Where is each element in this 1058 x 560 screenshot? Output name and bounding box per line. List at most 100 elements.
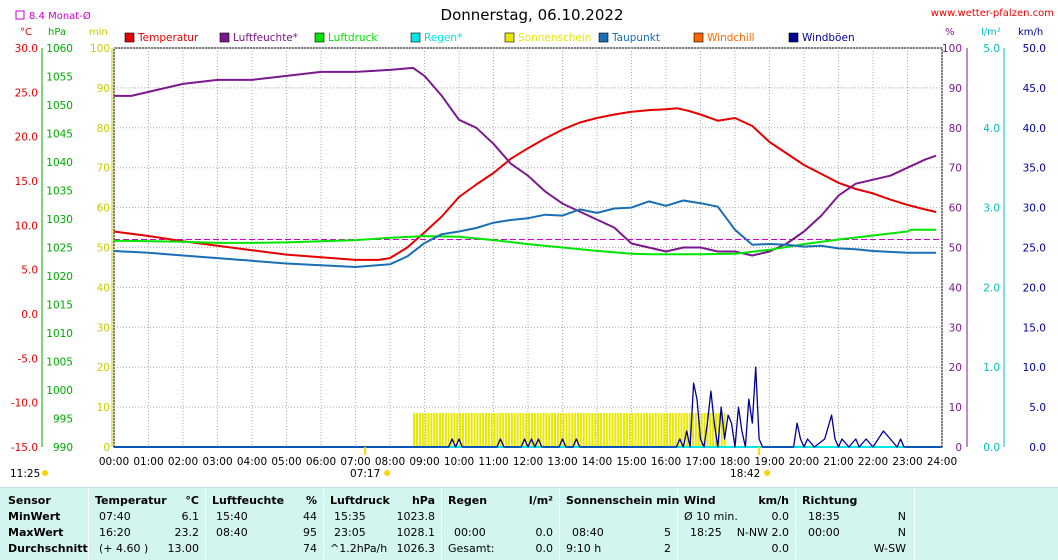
press-avg-trend: ^1.2hPa/h <box>330 542 388 555</box>
sunshine-bar <box>450 413 453 447</box>
sunshine-bar <box>551 413 554 447</box>
sunshine-bar <box>576 413 579 447</box>
sunshine-bar <box>663 413 666 447</box>
sunshine-bar <box>651 413 654 447</box>
legend-swatch <box>410 32 421 43</box>
wind-max-time: 18:25 <box>690 526 722 539</box>
y-tick-temp: 5.0 <box>21 265 38 277</box>
sunshine-bar <box>608 413 611 447</box>
y-tick-temp: 10.0 <box>15 220 38 232</box>
sunshine-bar <box>461 413 464 447</box>
y-tick-humidity: 80 <box>949 123 962 135</box>
y-tick-wind: 0.0 <box>1029 442 1046 454</box>
col-sensor: Sensor MinWert MaxWert Durchschnitt <box>0 488 89 560</box>
x-tick-label: 04:00 <box>237 456 267 468</box>
x-tick-label: 19:00 <box>754 456 784 468</box>
left-time-label: 11:25 <box>10 468 40 480</box>
sunshine-bar <box>703 413 706 447</box>
sunshine-bar <box>459 413 462 447</box>
y-tick-wind: 30.0 <box>1023 203 1046 215</box>
sunshine-bar <box>413 413 416 447</box>
monat-avg-marker-icon <box>15 10 25 20</box>
y-tick-pressure: 1045 <box>46 129 73 141</box>
sunshine-bar <box>424 413 427 447</box>
sunset-label: 18:42 <box>730 468 760 480</box>
series-line-luftfeuchte <box>114 66 937 257</box>
y-tick-sun_min: 20 <box>97 362 110 374</box>
sunshine-bar <box>714 413 717 447</box>
sunshine-bar <box>614 413 617 447</box>
sunshine-bar <box>697 413 700 447</box>
x-tick-label: 22:00 <box>858 456 888 468</box>
sunshine-bar <box>709 413 712 447</box>
sunshine-bar <box>568 413 571 447</box>
press-min-val: 1023.8 <box>396 510 436 523</box>
temp-max-time: 16:20 <box>99 526 131 539</box>
y-tick-pressure: 1040 <box>46 157 73 169</box>
left-sun-icon <box>42 470 48 476</box>
y-tick-wind: 50.0 <box>1023 43 1046 55</box>
sunshine-bar <box>562 413 565 447</box>
unit-rain: l/m² <box>981 27 1001 38</box>
header-dir: Richtung <box>802 494 858 507</box>
legend-swatch <box>124 32 135 43</box>
y-tick-humidity: 100 <box>942 43 962 55</box>
press-avg-val: 1026.3 <box>396 542 436 555</box>
y-tick-rain: 3.0 <box>983 203 1000 215</box>
series-line-temperatur <box>113 107 937 261</box>
x-tick-label: 03:00 <box>202 456 232 468</box>
sunshine-bar <box>666 413 669 447</box>
y-tick-pressure: 1050 <box>46 100 73 112</box>
sunshine-bar <box>464 413 467 447</box>
col-dir: Richtung 18:35 N 00:00 N W-SW <box>796 488 915 560</box>
y-tick-humidity: 10 <box>949 402 962 414</box>
sunshine-bar <box>706 413 709 447</box>
sunshine-bar <box>671 413 674 447</box>
legend-swatch <box>504 32 515 43</box>
sun-max-val: 5 <box>664 526 671 539</box>
sunshine-bar <box>585 413 588 447</box>
y-tick-rain: 0.0 <box>983 442 1000 454</box>
sun-total-time: 9:10 h <box>566 542 602 555</box>
sunshine-bar <box>674 413 677 447</box>
sunshine-bar <box>513 413 516 447</box>
dir-min-val: N <box>897 510 906 523</box>
sunshine-bar <box>490 413 493 447</box>
sunshine-bar <box>430 413 433 447</box>
legend-label: Sonnenschein <box>518 32 591 44</box>
y-tick-sun_min: 60 <box>97 203 110 215</box>
temp-min-val: 6.1 <box>181 510 200 523</box>
sunshine-bar <box>545 413 548 447</box>
wind-min-label: Ø 10 min. <box>684 510 738 523</box>
y-tick-sun_min: 100 <box>90 43 110 55</box>
x-tick-label: 12:00 <box>513 456 543 468</box>
sunshine-bar <box>556 413 559 447</box>
y-tick-humidity: 20 <box>949 362 962 374</box>
sunshine-bar <box>467 413 470 447</box>
unit-min: min <box>89 27 108 38</box>
sunshine-bar <box>723 413 726 447</box>
sunshine-bar <box>433 413 436 447</box>
x-tick-label: 02:00 <box>168 456 198 468</box>
row-label-min: MinWert <box>8 510 61 523</box>
sunshine-bar <box>605 413 608 447</box>
sunshine-bar <box>620 413 623 447</box>
header-rain-unit: l/m² <box>528 494 553 507</box>
sunshine-bar <box>617 413 620 447</box>
sunshine-bar <box>686 413 689 447</box>
x-tick-label: 14:00 <box>582 456 612 468</box>
x-tick-label: 08:00 <box>375 456 405 468</box>
y-tick-pressure: 1015 <box>46 300 73 312</box>
y-tick-pressure: 1025 <box>46 243 73 255</box>
sunshine-bar <box>628 413 631 447</box>
sunshine-bar <box>522 413 525 447</box>
y-tick-wind: 15.0 <box>1023 322 1046 334</box>
y-tick-humidity: 50 <box>949 243 962 255</box>
sunshine-bar <box>427 413 430 447</box>
y-tick-pressure: 990 <box>53 442 73 454</box>
unit-press: hPa <box>48 27 66 38</box>
header-wind: Wind <box>684 494 716 507</box>
dir-max-time: 00:00 <box>808 526 840 539</box>
hum-max-time: 08:40 <box>216 526 248 539</box>
source-link[interactable]: www.wetter-pfalzen.com <box>931 8 1054 19</box>
